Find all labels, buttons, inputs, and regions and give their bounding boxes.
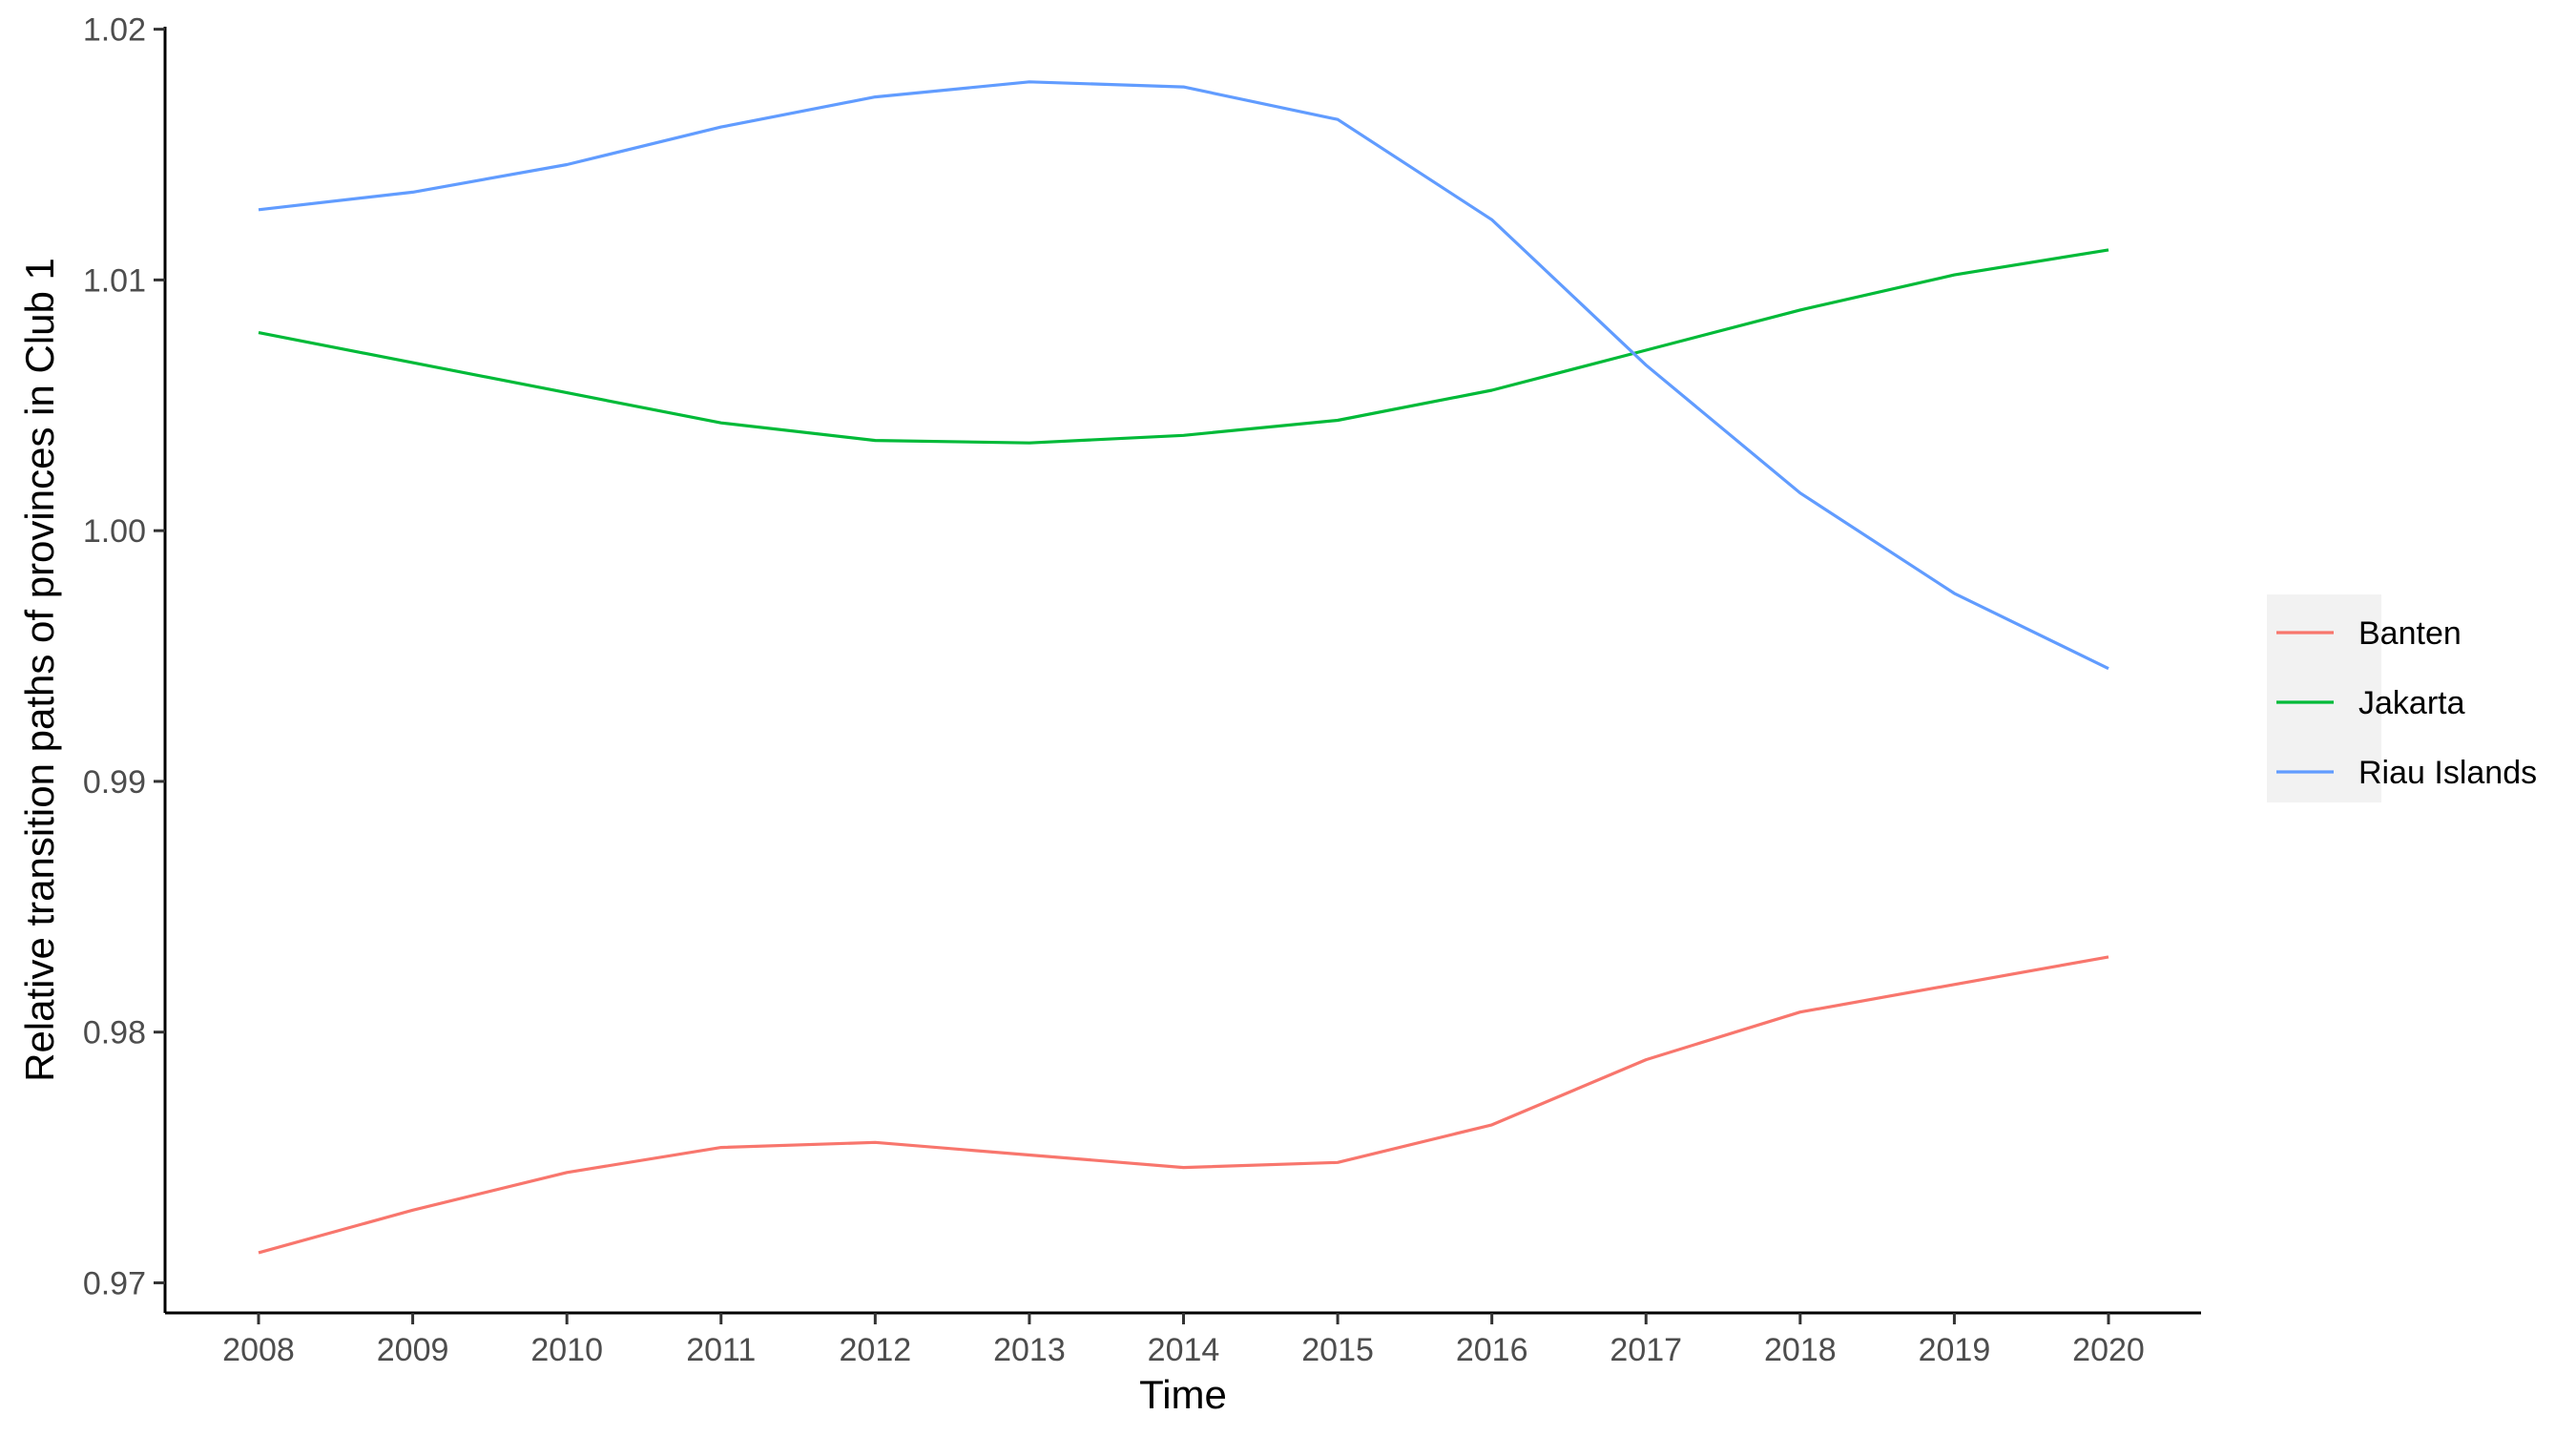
y-tick-label: 1.02: [83, 12, 146, 49]
y-tick-label: 1.00: [83, 513, 146, 550]
x-tick-label: 2014: [1148, 1332, 1220, 1368]
axes: [163, 27, 2201, 1315]
legend-label-riau-islands: Riau Islands: [2358, 755, 2537, 791]
x-tick-label: 2011: [686, 1332, 756, 1368]
x-tick-label: 2013: [993, 1332, 1066, 1368]
y-axis-label: Relative transition paths of provinces i…: [17, 258, 62, 1082]
series-line-banten: [258, 955, 2109, 1255]
x-tick-label: 2018: [1764, 1332, 1837, 1368]
legend-background: [2267, 594, 2381, 802]
x-tick-label: 2009: [377, 1332, 449, 1368]
legend-label-jakarta: Jakarta: [2358, 685, 2465, 721]
y-tick-label: 0.97: [83, 1265, 146, 1301]
y-tick-label: 0.99: [83, 764, 146, 801]
x-tick-label: 2010: [530, 1332, 603, 1368]
series-lines: [258, 80, 2109, 1255]
x-tick-label: 2017: [1610, 1332, 1682, 1368]
x-ticks: 2008 2009 2010 2011 2012 2013 2014 2015 2016 2017…: [222, 1313, 2145, 1368]
x-tick-label: 2012: [840, 1332, 912, 1368]
x-axis-label: Time: [1139, 1372, 1227, 1417]
series-line-jakarta: [258, 248, 2109, 445]
x-tick-label: 2008: [222, 1332, 295, 1368]
legend: Banten Jakarta Riau Islands: [2267, 594, 2537, 802]
legend-label-banten: Banten: [2358, 615, 2462, 652]
series-line-riau-islands: [258, 80, 2109, 671]
y-tick-label: 0.98: [83, 1015, 146, 1051]
y-tick-label: 1.01: [83, 262, 146, 299]
x-tick-label: 2020: [2072, 1332, 2145, 1368]
x-tick-label: 2019: [1919, 1332, 1991, 1368]
y-ticks: 0.97 0.98 0.99 1.00 1.01 1.02: [83, 12, 165, 1301]
x-tick-label: 2016: [1456, 1332, 1528, 1368]
x-tick-label: 2015: [1301, 1332, 1374, 1368]
